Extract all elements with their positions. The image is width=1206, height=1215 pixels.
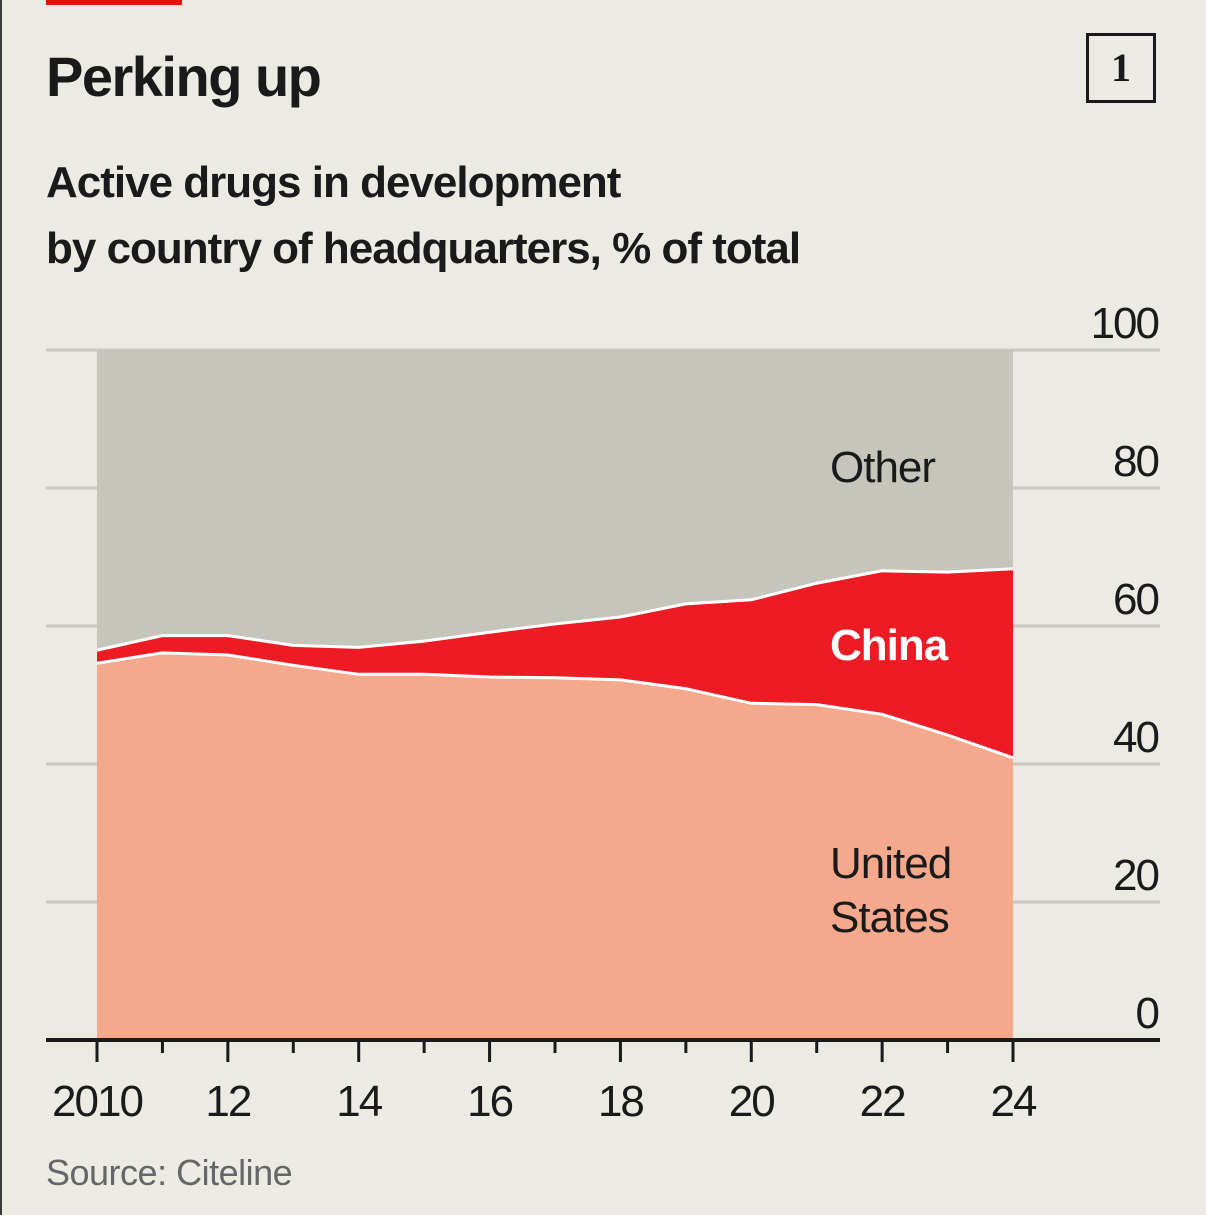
y-tick-label-100: 100 [1091,299,1159,348]
area-china [97,568,1013,758]
chart-subtitle: Active drugs in development by country o… [46,150,801,282]
boundary-area-china [96,567,1014,652]
x-tick-label-2020: 20 [729,1077,774,1126]
boundary-area-united-states [96,651,1014,760]
x-tick-label-2014: 14 [336,1077,382,1126]
subtitle-line-2: by country of headquarters, % of total [46,224,801,273]
area-united-states [97,652,1013,1040]
subtitle-line-1: Active drugs in development [46,158,621,207]
x-tick-label-2016: 16 [467,1077,512,1126]
axes: 0 20 40 60 80 100 2010 12 14 16 18 20 22 24 [46,299,1161,1126]
chart-title: Perking up [46,45,322,108]
label-other: Other [830,443,935,492]
y-tick-label-80: 80 [1113,437,1158,486]
x-tick-label-2022: 22 [860,1077,905,1126]
frame-edge [0,0,2,1215]
x-tick-label-2010: 2010 [52,1077,142,1126]
area-series [96,350,1014,1040]
label-united-states-line-2: States [830,893,949,942]
brand-accent-bar [46,0,182,5]
area-other [97,350,1013,651]
x-tick-label-2024: 24 [991,1077,1037,1126]
y-tick-label-40: 40 [1113,713,1158,762]
area-labels: United States China Other [830,443,952,942]
y-tick-label-20: 20 [1113,851,1158,900]
label-china: China [830,621,949,670]
label-united-states-line-1: United [830,839,951,888]
chart-number-badge: 1 [1086,33,1156,103]
y-tick-label-0: 0 [1136,989,1159,1038]
source-note: Source: Citeline [46,1152,293,1193]
y-tick-label-60: 60 [1113,575,1158,624]
x-tick-label-2012: 12 [205,1077,250,1126]
x-tick-label-2018: 18 [598,1077,643,1126]
